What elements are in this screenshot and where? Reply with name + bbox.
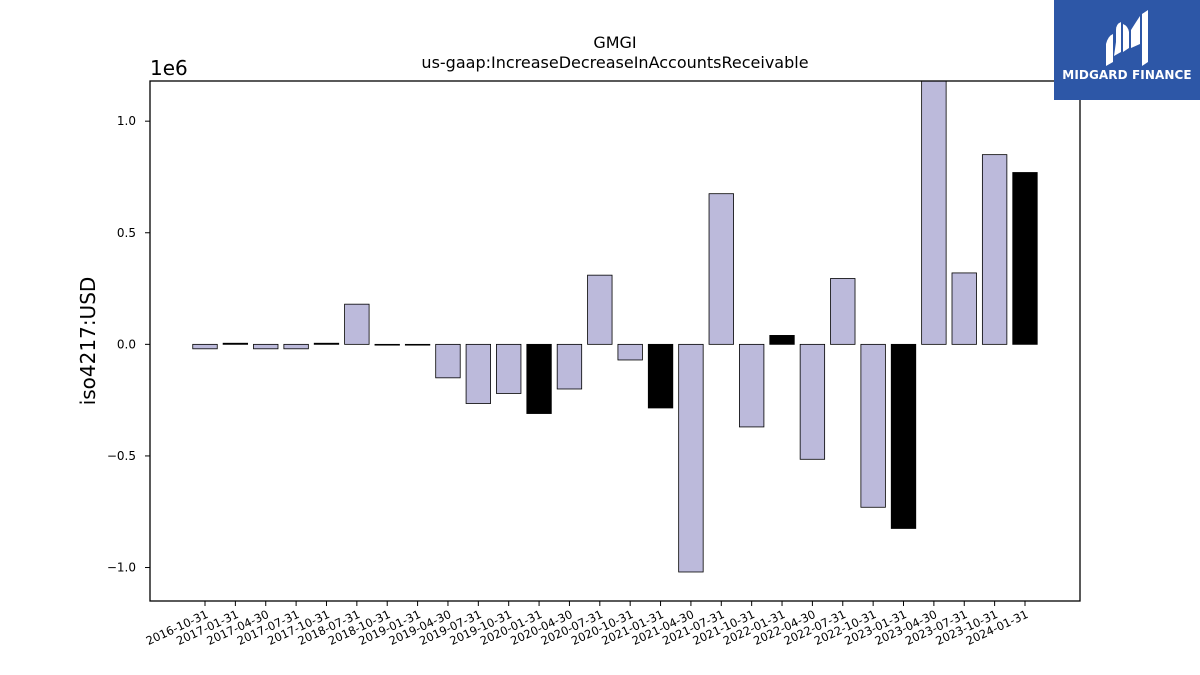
chart-subtitle: us-gaap:IncreaseDecreaseInAccountsReceiv… [421,53,808,72]
bar-2017-07-31 [283,343,309,350]
bar-2017-10-31 [313,342,340,345]
y-axis-label: iso4217:USD [76,277,100,406]
chart-title: GMGI [593,33,636,52]
y-ticks-group: −1.0 −0.5 0.0 0.5 1.0 [107,114,150,575]
x-ticks-group: 2016-10-312017-01-312017-04-302017-07-31… [144,601,1030,648]
logo-text: MIDGARD FINANCE [1062,68,1192,82]
y-offset-label: 1e6 [150,56,188,80]
y-tick-label: 1.0 [117,114,136,128]
y-tick-label: 0.5 [117,226,136,240]
bar-2017-04-30 [253,343,279,350]
bar-2020-01-31 [526,343,552,414]
bar-2020-07-31 [587,274,613,345]
midgard-finance-logo: MIDGARD FINANCE [1054,0,1200,100]
bar-2021-01-31 [647,343,674,409]
midgard-logo-mark-icon [1106,10,1148,66]
bar-2022-10-31 [860,343,886,508]
bar-2021-04-30 [678,343,704,573]
y-tick-label: 0.0 [117,337,136,351]
bar-2018-07-31 [344,303,370,345]
bar-2019-07-31 [465,343,491,404]
bar-2023-07-31 [951,272,977,345]
bars-group [192,80,1038,573]
y-tick-label: −0.5 [107,449,136,463]
bar-2019-04-30 [435,343,461,379]
plot-frame [149,80,1081,602]
bar-2017-01-31 [222,342,249,345]
bar-2021-10-31 [739,343,765,428]
bar-2020-10-31 [617,343,643,361]
bar-2020-04-30 [556,343,583,390]
bar-2023-01-31 [890,343,917,529]
bar-2019-10-31 [496,343,522,394]
bar-2022-07-31 [830,278,856,345]
bar-2016-10-31 [192,343,218,350]
bar-2023-10-31 [981,154,1008,345]
bar-2023-04-30 [921,80,947,345]
y-tick-label: −1.0 [107,561,136,575]
bar-2018-10-31 [374,343,400,346]
bar-2019-01-31 [404,343,431,346]
bar-2024-01-31 [1012,172,1038,345]
bar-2021-07-31 [708,193,734,345]
bar-2022-04-30 [799,343,826,460]
bar-2022-01-31 [769,335,795,345]
